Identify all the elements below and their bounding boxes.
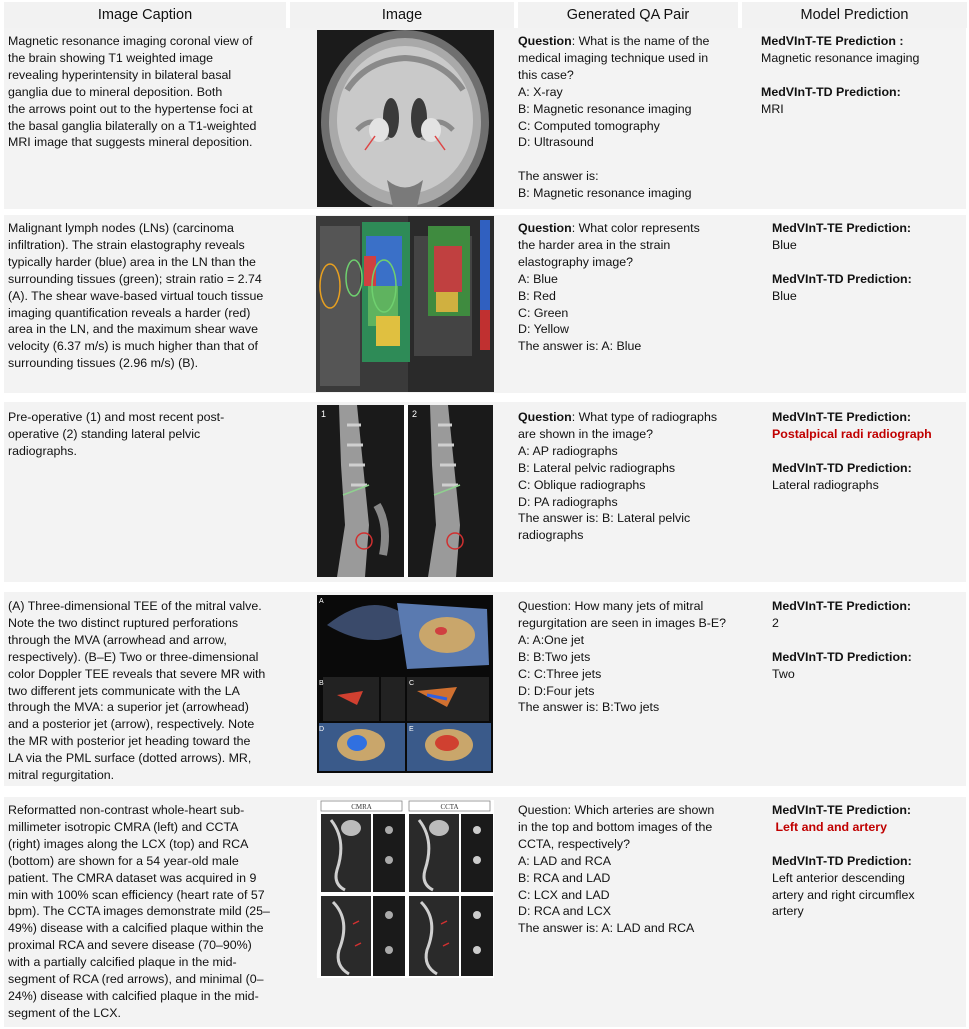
row2-qa: Question: What color represents the hard… <box>518 221 700 354</box>
row4-qa: Question: How many jets of mitral regurg… <box>518 599 727 715</box>
row1-qa: Question: What is the name of the medica… <box>518 34 710 201</box>
panel-label-1: 1 <box>321 409 326 419</box>
row2-caption: Malignant lymph nodes (LNs) (carcinoma i… <box>8 221 264 371</box>
brain-mri-image <box>317 30 494 207</box>
panel-label-b: B <box>319 680 324 687</box>
panel-label-ccta: CCTA <box>440 803 458 811</box>
panel-label-a: A <box>319 598 324 605</box>
panel-label-cmra: CMRA <box>351 803 372 811</box>
panel-label-c: C <box>409 680 414 687</box>
row1-caption: Magnetic resonance imaging coronal view … <box>8 34 257 150</box>
header-image-caption: Image Caption <box>4 2 286 28</box>
pelvic-radiographs-image: 1 2 <box>317 405 493 577</box>
row1-prediction: MedVInT-TE Prediction : Magnetic resonan… <box>761 34 920 116</box>
tee-doppler-image: A B C D E <box>317 595 493 773</box>
row4-caption: (A) Three-dimensional TEE of the mitral … <box>8 599 266 783</box>
cmra-ccta-image: CMRA CCTA <box>317 800 494 978</box>
row3-prediction: MedVInT-TE Prediction: Postalpical radi … <box>772 410 932 492</box>
header-generated-qa-pair: Generated QA Pair <box>518 2 738 28</box>
row3-qa: Question: What type of radiographs are s… <box>518 410 718 543</box>
row5-caption: Reformatted non-contrast whole-heart sub… <box>8 803 270 1020</box>
panel-label-d: D <box>319 726 324 733</box>
row2-prediction: MedVInT-TE Prediction: Blue MedVInT-TD P… <box>772 221 912 303</box>
row5-qa: Question: Which arteries are shown in th… <box>518 803 715 936</box>
row4-prediction: MedVInT-TE Prediction: 2 MedVInT-TD Pred… <box>772 599 912 681</box>
table-header: Image Caption Image Generated QA Pair Mo… <box>0 2 969 28</box>
panel-label-e: E <box>409 726 414 733</box>
header-model-prediction: Model Prediction <box>742 2 967 28</box>
row3-caption: Pre-operative (1) and most recent post- … <box>8 410 225 458</box>
elastography-image <box>316 216 494 392</box>
panel-label-2: 2 <box>412 409 417 419</box>
header-image: Image <box>290 2 514 28</box>
row5-prediction: MedVInT-TE Prediction: Left and and arte… <box>772 803 915 919</box>
